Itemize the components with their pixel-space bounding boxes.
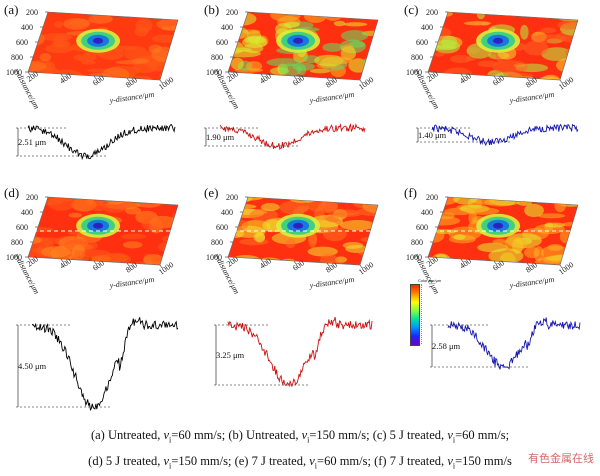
colorbar-gradient [410, 284, 420, 346]
x-tick-label: 600 [416, 38, 428, 47]
caption-item: (d) 5 J treated, vi=150 mm/s; [88, 454, 234, 468]
x-tick-label: 600 [416, 223, 428, 232]
profile-line [28, 125, 175, 159]
x-tick-label: 200 [426, 8, 438, 17]
surface-map [15, 10, 196, 86]
y-axis-name: y-distance/μm [508, 90, 555, 105]
depth-profile: 1.90 μm [204, 125, 365, 150]
x-tick-label: 800 [211, 53, 223, 62]
depth-label: 3.25 μm [216, 350, 245, 360]
profile-line [228, 317, 372, 386]
x-tick-label: 200 [26, 193, 38, 202]
colorbar-title: Color bar/μm [418, 278, 441, 283]
panel-label: (e) [204, 185, 218, 201]
depth-label: 4.50 μm [18, 361, 47, 371]
x-tick-label: 600 [216, 38, 228, 47]
panel-label: (b) [204, 2, 219, 18]
depth-profile: 2.58 μm [430, 318, 580, 370]
caption-item: (a) Untreated, vi=60 mm/s; [91, 428, 228, 442]
depth-profile: 3.25 μm [214, 317, 372, 386]
depth-profile: 1.40 μm [416, 125, 578, 145]
x-tick-label: 800 [11, 238, 23, 247]
x-tick-label: 800 [211, 238, 223, 247]
x-tick-label: 200 [226, 193, 238, 202]
depth-label: 1.90 μm [206, 132, 235, 142]
x-tick-label: 400 [221, 23, 233, 32]
y-axis-name: y-distance/μm [108, 90, 155, 105]
x-tick-label: 600 [216, 223, 228, 232]
watermark: 有色金属在线 [528, 450, 594, 466]
y-axis-name: y-distance/μm [308, 90, 355, 105]
y-axis-name: y-distance/μm [308, 275, 355, 290]
x-tick-label: 400 [421, 23, 433, 32]
x-tick-label: 400 [221, 208, 233, 217]
depth-profile: 4.50 μm [16, 317, 178, 410]
x-tick-label: 400 [21, 23, 33, 32]
x-tick-label: 600 [16, 38, 28, 47]
x-tick-label: 800 [411, 53, 423, 62]
y-axis-name: y-distance/μm [108, 275, 155, 290]
caption-item: (b) Untreated, vi=150 mm/s; [228, 428, 372, 442]
panel-label: (c) [404, 2, 418, 18]
y-axis-name: y-distance/μm [508, 275, 555, 290]
x-tick-label: 800 [11, 53, 23, 62]
x-tick-label: 800 [411, 238, 423, 247]
x-tick-label: 200 [226, 8, 238, 17]
x-tick-label: 600 [16, 223, 28, 232]
x-tick-label: 400 [421, 208, 433, 217]
caption-line-1: (a) Untreated, vi=60 mm/s; (b) Untreated… [0, 425, 600, 451]
depth-label: 1.40 μm [418, 130, 447, 140]
depth-label: 2.51 μm [18, 137, 47, 147]
caption-item: (f) 7 J treated, vi=150 mm/s [374, 454, 512, 468]
colorbar: Color bar/μm [410, 284, 436, 346]
x-tick-label: 200 [426, 193, 438, 202]
panel-label: (d) [4, 185, 19, 201]
caption-item: (c) 5 J treated, vi=60 mm/s; [373, 428, 509, 442]
caption-line-2: (d) 5 J treated, vi=150 mm/s; (e) 7 J tr… [0, 451, 600, 476]
panel-label: (a) [4, 2, 18, 18]
depth-profile: 2.51 μm [16, 125, 175, 159]
panel-label: (f) [404, 185, 417, 201]
x-tick-label: 400 [21, 208, 33, 217]
colorbar-ticks [421, 284, 428, 344]
depth-label: 2.58 μm [432, 341, 461, 351]
figure-caption: (a) Untreated, vi=60 mm/s; (b) Untreated… [0, 425, 600, 476]
caption-item: (e) 7 J treated, vi=60 mm/s; [235, 454, 374, 468]
x-tick-label: 200 [26, 8, 38, 17]
profile-line [32, 317, 178, 410]
